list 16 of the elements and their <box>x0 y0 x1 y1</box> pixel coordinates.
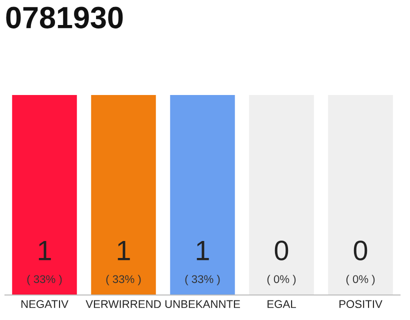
data-label: 1 <box>118 240 130 260</box>
chart-title: 0781930 <box>6 6 123 28</box>
annotation: ( 0% ) <box>267 274 296 286</box>
annotation: ( 33% ) <box>185 274 220 286</box>
x-tick-label: UNBEKANNTE <box>165 300 240 308</box>
data-label: 1 <box>196 240 209 260</box>
data-label: 0 <box>274 240 288 260</box>
x-tick-label: VERWIRREND <box>86 300 161 308</box>
x-tick-label: NEGATIV <box>21 300 68 308</box>
data-label: 1 <box>38 240 51 260</box>
data-label: 0 <box>354 240 368 260</box>
x-tick-label: EGAL <box>268 300 296 308</box>
annotation: ( 33% ) <box>27 274 62 286</box>
x-tick-label: POSITIV <box>339 300 382 308</box>
annotation: ( 0% ) <box>346 274 375 286</box>
annotation: ( 33% ) <box>106 274 141 286</box>
